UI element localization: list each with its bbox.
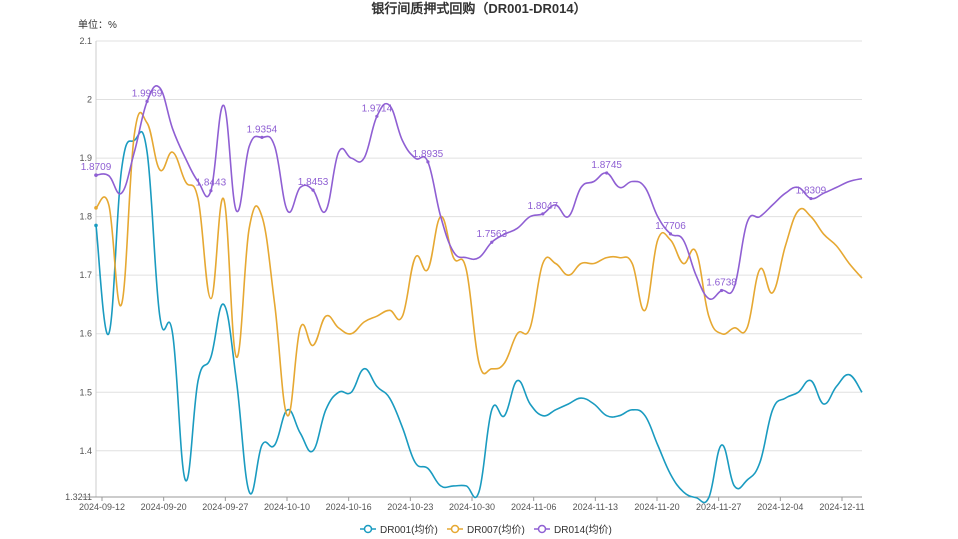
legend-swatch-marker bbox=[537, 524, 547, 534]
annotated-point[interactable] bbox=[209, 189, 213, 193]
y-tick-label: 1.8 bbox=[79, 212, 92, 222]
x-tick-label: 2024-11-06 bbox=[511, 502, 556, 512]
data-label: 1.8745 bbox=[591, 160, 622, 171]
annotated-point[interactable] bbox=[668, 232, 673, 236]
series-line-3[interactable] bbox=[95, 85, 863, 301]
grid bbox=[96, 40, 862, 498]
data-label: 1.8047 bbox=[528, 201, 559, 212]
x-tick-label: 2024-10-23 bbox=[387, 502, 433, 512]
legend-item-2[interactable]: DR007(均价) bbox=[447, 524, 525, 536]
y-tick-label: 1.5 bbox=[79, 387, 92, 397]
x-tick-label: 2024-10-16 bbox=[326, 502, 372, 512]
data-label: 1.8453 bbox=[298, 177, 329, 188]
x-tick-label: 2024-09-27 bbox=[202, 502, 248, 512]
annotated-point[interactable] bbox=[809, 196, 813, 201]
annotated-point[interactable] bbox=[605, 171, 609, 175]
data-label: 1.9714 bbox=[362, 103, 393, 114]
x-tick-label: 2024-10-10 bbox=[264, 502, 310, 512]
annotated-point[interactable] bbox=[260, 135, 264, 139]
series-layer bbox=[94, 85, 863, 504]
annotated-point[interactable] bbox=[541, 212, 545, 216]
x-tick-label: 2024-11-27 bbox=[696, 502, 741, 512]
y-tick-label: 2.1 bbox=[79, 36, 92, 46]
data-label: 1.8935 bbox=[413, 149, 444, 160]
x-tick-label: 2024-11-20 bbox=[634, 502, 679, 512]
x-tick-label: 2024-09-12 bbox=[79, 502, 125, 512]
legend-label: DR007(均价) bbox=[467, 524, 525, 536]
data-label: 1.6738 bbox=[706, 278, 737, 289]
y-tick-label: 1.9 bbox=[79, 153, 92, 163]
annotated-point[interactable] bbox=[145, 99, 149, 103]
annotated-point[interactable] bbox=[490, 240, 494, 244]
annotated-point[interactable] bbox=[375, 114, 379, 118]
annotated-point[interactable] bbox=[94, 173, 98, 177]
data-label: 1.9969 bbox=[132, 88, 163, 99]
series-line-1[interactable] bbox=[95, 131, 863, 504]
legend[interactable]: DR001(均价) DR007(均价) DR014(均价) bbox=[360, 524, 612, 536]
annotated-point[interactable] bbox=[311, 188, 315, 192]
data-label: 1.8309 bbox=[796, 186, 827, 197]
data-label: 1.8443 bbox=[196, 178, 227, 189]
legend-swatch-marker bbox=[450, 524, 460, 534]
legend-item-3[interactable]: DR014(均价) bbox=[534, 524, 612, 536]
y-tick-label: 1.3211 bbox=[65, 492, 92, 502]
series-line-2[interactable] bbox=[95, 111, 863, 417]
x-tick-label: 2024-11-13 bbox=[573, 502, 618, 512]
x-tick-label: 2024-10-30 bbox=[449, 502, 495, 512]
data-label: 1.9354 bbox=[247, 124, 278, 135]
x-tick-label: 2024-12-04 bbox=[757, 502, 803, 512]
annotated-point[interactable] bbox=[719, 288, 724, 293]
y-tick-label: 2 bbox=[87, 95, 92, 105]
series-point[interactable] bbox=[94, 223, 98, 228]
data-labels: 1.8709 1.9969 1.8443 1.9354 1.8453 1.9714 1.89… bbox=[81, 88, 827, 293]
legend-item-1[interactable]: DR001(均价) bbox=[360, 524, 438, 536]
y-tick-label: 1.4 bbox=[79, 446, 92, 456]
y-tick-label: 1.7 bbox=[79, 270, 92, 280]
legend-label: DR014(均价) bbox=[554, 524, 612, 536]
unit-label: 单位：% bbox=[78, 18, 117, 31]
data-label: 1.7706 bbox=[655, 221, 686, 232]
legend-swatch-marker bbox=[363, 524, 373, 534]
data-label: 1.8709 bbox=[81, 162, 112, 173]
annotated-point[interactable] bbox=[426, 160, 430, 164]
x-tick-label: 2024-09-20 bbox=[141, 502, 187, 512]
y-tick-label: 1.6 bbox=[79, 329, 92, 339]
legend-label: DR001(均价) bbox=[380, 524, 438, 536]
data-label: 1.7563 bbox=[476, 229, 507, 240]
x-tick-label: 2024-12-11 bbox=[819, 502, 864, 512]
chart-title: 银行间质押式回购（DR001-DR014） bbox=[371, 1, 586, 16]
series-point[interactable] bbox=[94, 206, 98, 210]
